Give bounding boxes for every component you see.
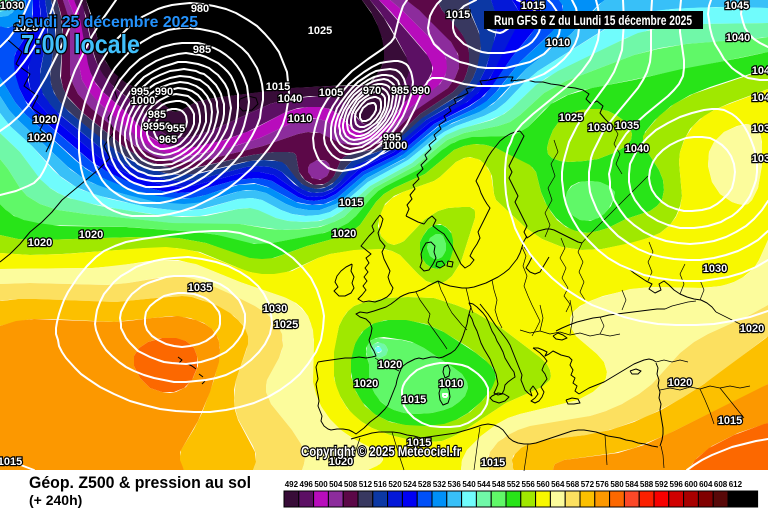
svg-text:Jeudi 25 décembre 2025: Jeudi 25 décembre 2025 [16, 14, 198, 31]
svg-text:552: 552 [507, 480, 521, 489]
svg-text:985: 985 [148, 109, 166, 121]
svg-text:1030: 1030 [263, 303, 287, 315]
svg-text:524: 524 [403, 480, 417, 489]
svg-text:1035: 1035 [188, 282, 212, 294]
svg-text:560: 560 [536, 480, 550, 489]
svg-text:584: 584 [625, 480, 639, 489]
svg-text:1015: 1015 [718, 415, 742, 427]
svg-text:1020: 1020 [28, 237, 52, 249]
svg-text:1040: 1040 [752, 92, 768, 104]
svg-text:1020: 1020 [354, 378, 378, 390]
svg-text:576: 576 [596, 480, 610, 489]
svg-text:1040: 1040 [752, 65, 768, 77]
svg-text:1015: 1015 [339, 197, 363, 209]
svg-text:1040: 1040 [278, 93, 302, 105]
svg-text:Géop. Z500 & pression au sol: Géop. Z500 & pression au sol [29, 473, 251, 492]
svg-text:508: 508 [344, 480, 358, 489]
svg-text:(+ 240h): (+ 240h) [29, 492, 82, 508]
svg-text:970: 970 [363, 85, 381, 97]
svg-text:548: 548 [492, 480, 506, 489]
svg-text:1025: 1025 [274, 319, 298, 331]
svg-text:990: 990 [412, 85, 430, 97]
svg-text:950: 950 [153, 121, 171, 133]
svg-text:Copyright © 2025 Meteociel.fr: Copyright © 2025 Meteociel.fr [301, 443, 461, 459]
svg-text:1015: 1015 [521, 0, 545, 12]
svg-text:1010: 1010 [288, 113, 312, 125]
svg-text:608: 608 [714, 480, 728, 489]
svg-text:568: 568 [566, 480, 580, 489]
svg-text:1005: 1005 [319, 87, 343, 99]
svg-text:1020: 1020 [28, 132, 52, 144]
svg-text:1015: 1015 [266, 81, 290, 93]
svg-text:955: 955 [167, 123, 185, 135]
svg-text:1015: 1015 [0, 456, 22, 468]
svg-text:1025: 1025 [14, 22, 38, 34]
svg-text:990: 990 [155, 86, 173, 98]
svg-text:1020: 1020 [668, 377, 692, 389]
svg-text:612: 612 [729, 480, 743, 489]
svg-text:1040: 1040 [625, 143, 649, 155]
svg-text:1030: 1030 [588, 122, 612, 134]
svg-text:980: 980 [143, 121, 161, 133]
svg-text:504: 504 [329, 480, 343, 489]
svg-text:1020: 1020 [79, 229, 103, 241]
svg-text:995: 995 [383, 132, 401, 144]
svg-text:1020: 1020 [329, 456, 353, 468]
svg-text:1015: 1015 [481, 457, 505, 469]
svg-text:1045: 1045 [725, 0, 749, 12]
svg-text:532: 532 [433, 480, 447, 489]
svg-text:1030: 1030 [703, 263, 727, 275]
svg-text:1020: 1020 [378, 359, 402, 371]
svg-text:496: 496 [300, 480, 314, 489]
svg-text:604: 604 [699, 480, 713, 489]
svg-text:596: 596 [670, 480, 684, 489]
svg-text:1015: 1015 [446, 9, 470, 21]
svg-text:512: 512 [359, 480, 373, 489]
svg-text:540: 540 [462, 480, 476, 489]
svg-text:1000: 1000 [131, 95, 155, 107]
svg-text:564: 564 [551, 480, 565, 489]
svg-text:1030: 1030 [0, 0, 24, 12]
svg-text:7:00 locale: 7:00 locale [21, 29, 140, 59]
svg-text:528: 528 [418, 480, 432, 489]
svg-text:1025: 1025 [559, 112, 583, 124]
svg-text:980: 980 [191, 3, 209, 15]
svg-text:1035: 1035 [615, 120, 639, 132]
svg-text:556: 556 [522, 480, 536, 489]
svg-text:516: 516 [374, 480, 388, 489]
svg-text:985: 985 [391, 85, 409, 97]
svg-text:1010: 1010 [439, 378, 463, 390]
svg-text:1010: 1010 [546, 37, 570, 49]
svg-text:588: 588 [640, 480, 654, 489]
svg-text:580: 580 [610, 480, 624, 489]
svg-text:1040: 1040 [726, 32, 750, 44]
svg-text:1020: 1020 [740, 323, 764, 335]
svg-text:544: 544 [477, 480, 491, 489]
svg-text:1030: 1030 [752, 153, 768, 165]
svg-text:592: 592 [655, 480, 669, 489]
svg-text:1000: 1000 [383, 140, 407, 152]
svg-text:1020: 1020 [33, 114, 57, 126]
svg-text:1015: 1015 [407, 437, 431, 449]
svg-text:1025: 1025 [308, 25, 332, 37]
svg-text:1020: 1020 [332, 228, 356, 240]
svg-text:Run GFS 6 Z du Lundi 15 décemb: Run GFS 6 Z du Lundi 15 décembre 2025 [494, 12, 692, 28]
svg-text:965: 965 [159, 134, 177, 146]
svg-text:536: 536 [448, 480, 462, 489]
svg-text:500: 500 [314, 480, 328, 489]
svg-text:572: 572 [581, 480, 595, 489]
svg-text:492: 492 [285, 480, 299, 489]
svg-text:600: 600 [684, 480, 698, 489]
svg-text:1035: 1035 [752, 123, 768, 135]
svg-text:995: 995 [131, 86, 149, 98]
svg-text:520: 520 [388, 480, 402, 489]
svg-text:985: 985 [193, 44, 211, 56]
svg-text:1015: 1015 [402, 394, 426, 406]
